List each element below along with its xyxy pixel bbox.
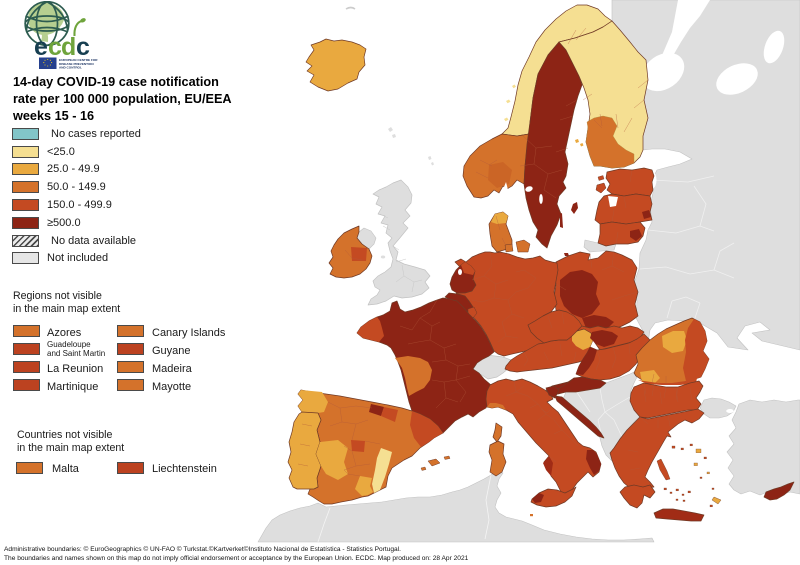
svg-text:AND CONTROL: AND CONTROL bbox=[59, 66, 82, 70]
svg-text:c: c bbox=[48, 33, 62, 61]
svg-text:c: c bbox=[76, 33, 90, 61]
svg-text:d: d bbox=[61, 33, 76, 61]
svg-text:DISEASE PREVENTION: DISEASE PREVENTION bbox=[59, 62, 94, 66]
svg-text:EUROPEAN CENTRE FOR: EUROPEAN CENTRE FOR bbox=[59, 58, 98, 62]
svg-text:e: e bbox=[34, 33, 48, 61]
